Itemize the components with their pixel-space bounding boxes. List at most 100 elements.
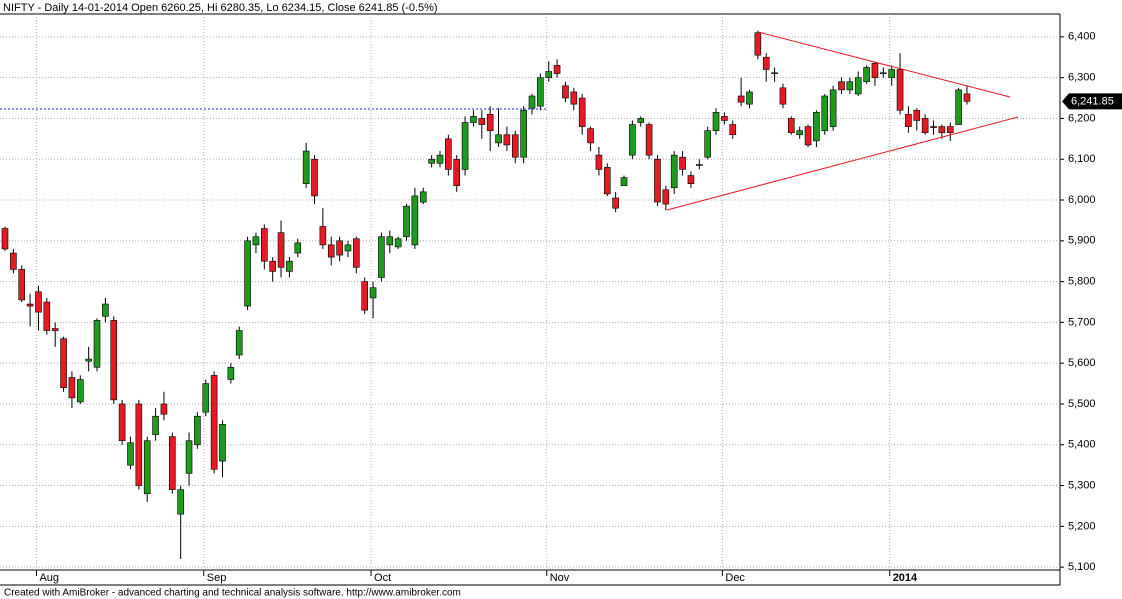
candle-body (779, 87, 787, 105)
footer: Created with AmiBroker - advanced charti… (4, 588, 461, 599)
x-tick-label: 2014 (893, 572, 918, 584)
candle-body (143, 440, 151, 495)
candle-body (528, 95, 536, 109)
candle-body (353, 238, 360, 268)
candle-body (60, 338, 67, 388)
candle-body (863, 67, 870, 83)
candle-body (913, 109, 921, 121)
candle-body (269, 260, 276, 272)
candle-body (194, 415, 201, 446)
candle-body (938, 126, 946, 134)
candle-body (645, 124, 653, 156)
candle-body (18, 269, 26, 301)
candle-body (520, 109, 527, 158)
candle-body (880, 72, 887, 75)
candle-body (553, 65, 561, 74)
y-tick-label: 5,300 (1068, 479, 1096, 491)
y-tick-label: 6,000 (1068, 194, 1096, 206)
candle-body (445, 138, 452, 170)
candle-body (470, 116, 477, 123)
candle-body (43, 301, 51, 331)
candle-body (235, 330, 243, 356)
trend-line (757, 31, 1011, 98)
chart-title: NIFTY - Daily 14-01-2014 Open 6260.25, H… (3, 2, 438, 14)
y-tick-label: 6,400 (1068, 31, 1096, 43)
candle-body (252, 236, 260, 246)
candle-body (76, 379, 84, 403)
candle-body (620, 177, 628, 187)
y-tick-label: 5,200 (1068, 520, 1096, 532)
candle-body (930, 126, 937, 128)
candle-body (344, 244, 352, 252)
candle-body (419, 191, 427, 203)
candle-body (152, 415, 159, 435)
candle-body (93, 320, 101, 368)
candle-body (369, 287, 377, 299)
y-tick-label: 5,700 (1068, 316, 1096, 328)
candle-body (495, 134, 502, 144)
candle-body (788, 118, 795, 134)
candle-body (68, 377, 76, 399)
candle-body (679, 156, 686, 170)
candle-body (160, 403, 168, 415)
candle-body (244, 240, 251, 307)
candle-body (51, 328, 59, 331)
candle-body (629, 124, 636, 156)
candle-body (712, 112, 720, 131)
trend-line (666, 116, 1019, 211)
y-tick-label: 5,600 (1068, 357, 1096, 369)
x-tick-label: Dec (725, 572, 745, 584)
plot: 5,100 5,200 5,300 5,400 5,500 5,600 5,700 5,800… (0, 14, 1096, 584)
candle-body (578, 97, 586, 127)
candle-body (854, 77, 862, 95)
candle-body (637, 118, 645, 123)
candle-body (846, 81, 854, 91)
candle-body (695, 164, 703, 166)
candle-body (871, 63, 879, 78)
candle-body (227, 366, 235, 380)
candle-body (905, 114, 912, 127)
candle-body (662, 189, 670, 205)
candle-body (612, 197, 619, 209)
candle-body (771, 72, 778, 75)
candle-body (169, 436, 176, 490)
candle-body (302, 150, 310, 184)
candle-body (921, 118, 929, 134)
candle-body (202, 383, 210, 413)
y-tick-label: 6,200 (1068, 112, 1096, 124)
candle-body (386, 236, 394, 246)
y-tick-label: 5,400 (1068, 439, 1096, 451)
candle-body (185, 440, 193, 474)
candle-body (378, 236, 385, 278)
candle-body (746, 91, 753, 105)
candle-body (704, 130, 711, 158)
candle-body (562, 85, 569, 99)
candle-body (804, 126, 812, 146)
candle-body (587, 128, 594, 144)
candle-body (963, 93, 971, 102)
x-tick-label: Sep (207, 572, 227, 584)
candle-body (603, 167, 611, 195)
candle-body (210, 375, 218, 470)
candle-body (737, 95, 745, 103)
candle-body (219, 424, 226, 462)
candle-body (127, 442, 134, 466)
candle-body (135, 403, 143, 486)
candle-body (478, 118, 486, 125)
candle-body (361, 281, 368, 311)
y-tick-label: 5,100 (1068, 561, 1096, 573)
candle-body (545, 71, 553, 78)
candle-body (829, 89, 837, 127)
y-tick-label: 5,800 (1068, 276, 1096, 288)
candle-body (311, 158, 318, 197)
candle-body (294, 242, 302, 254)
candle-body (838, 81, 845, 91)
y-tick-label: 6,100 (1068, 153, 1096, 165)
candle-body (503, 134, 511, 146)
x-tick-label: Aug (39, 572, 59, 584)
candle-body (277, 232, 285, 268)
last-price-label: 6,241.85 (1071, 95, 1114, 107)
candle-body (35, 291, 42, 313)
candle-body (511, 134, 519, 158)
